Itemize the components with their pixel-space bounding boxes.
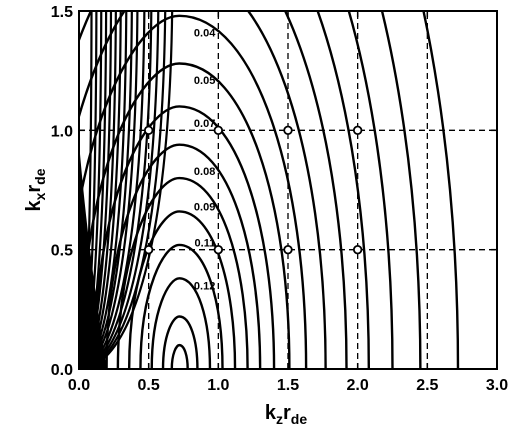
contour-line bbox=[150, 277, 212, 369]
y-tick-label: 0.5 bbox=[51, 243, 73, 260]
contour-line bbox=[79, 11, 348, 369]
contour-line bbox=[79, 14, 308, 369]
sample-point-marker bbox=[283, 125, 293, 136]
contour-line bbox=[79, 62, 291, 369]
contour-line bbox=[116, 176, 249, 369]
x-tick-label: 1.0 bbox=[207, 377, 229, 394]
x-tick-label: 0.0 bbox=[68, 377, 90, 394]
contour-label: 0.04 bbox=[194, 27, 216, 39]
contour-line bbox=[170, 343, 189, 369]
x-tick-label: 3.0 bbox=[486, 377, 508, 394]
y-tick-label: 0.0 bbox=[51, 362, 73, 379]
y-tick-label: 1.5 bbox=[51, 4, 73, 21]
sample-point-marker bbox=[143, 244, 154, 255]
contour-line bbox=[422, 11, 460, 369]
contour-line bbox=[347, 11, 394, 369]
axis-ticks: 0.0 0.5 1.0 1.5 2.0 2.5 3.0 0.0 0.5 1.0 1.5 bbox=[51, 4, 508, 394]
contour-label: 0.09 bbox=[194, 202, 215, 214]
contour-label: 0.08 bbox=[194, 166, 215, 178]
sample-point-marker bbox=[213, 244, 224, 255]
contour-line bbox=[161, 315, 199, 369]
contour-line bbox=[380, 11, 422, 369]
contour-label: 0.05 bbox=[194, 75, 215, 87]
x-tick-label: 2.5 bbox=[416, 377, 438, 394]
sample-point-marker bbox=[283, 244, 293, 255]
sample-point-marker bbox=[352, 125, 363, 136]
x-tick-label: 2.0 bbox=[347, 377, 369, 394]
sample-point-marker bbox=[143, 125, 154, 136]
x-tick-label: 0.5 bbox=[138, 377, 160, 394]
contour-label: 0.07 bbox=[194, 118, 215, 130]
contour-line bbox=[79, 11, 327, 369]
x-axis-label: kzrde bbox=[265, 402, 307, 427]
y-tick-label: 1.0 bbox=[51, 123, 73, 140]
sample-point-marker bbox=[352, 244, 363, 255]
x-tick-label: 1.5 bbox=[277, 377, 299, 394]
sample-markers bbox=[143, 125, 363, 255]
contour-label: 0.12 bbox=[194, 280, 215, 292]
contour-line bbox=[316, 11, 371, 369]
contour-line bbox=[127, 210, 237, 369]
contour-label: 0.11 bbox=[195, 238, 216, 250]
contour-line bbox=[92, 105, 276, 369]
origin-dense-region bbox=[79, 142, 107, 369]
y-axis-label: kxrde bbox=[23, 168, 48, 211]
sample-point-marker bbox=[213, 125, 224, 136]
contour-labels: 0.04 0.05 0.07 0.08 0.09 0.11 0.12 bbox=[194, 27, 216, 292]
contour-line bbox=[139, 243, 224, 369]
contour-lines bbox=[79, 11, 460, 369]
contour-line bbox=[105, 143, 262, 369]
